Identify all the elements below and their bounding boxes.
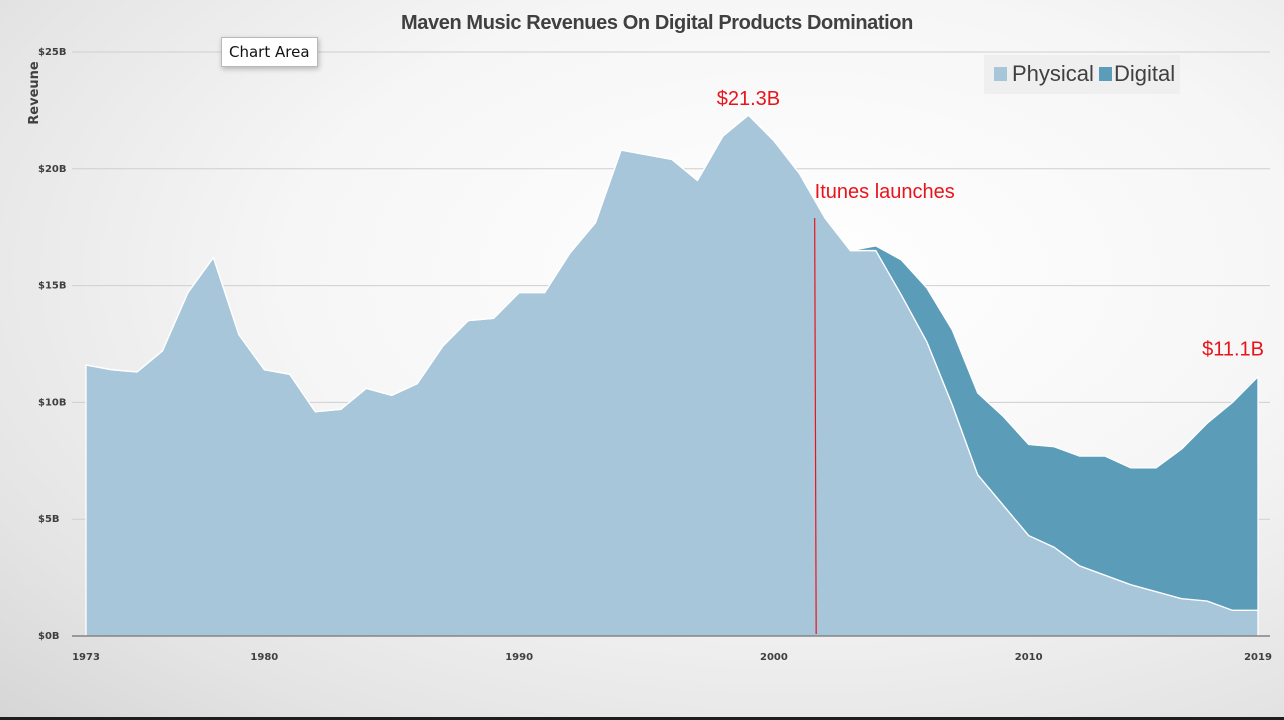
legend-swatch-digital	[1099, 67, 1112, 81]
x-axis-ticks: 1973 1980 1990 2000 2010 2019	[72, 652, 1272, 663]
itunes-launch-line	[814, 217, 817, 635]
chart-title: Maven Music Revenues On Digital Products…	[401, 12, 913, 34]
y-tick-label: $0B	[38, 631, 60, 642]
chart-area-tooltip: Chart Area	[221, 37, 318, 67]
itunes-marker	[814, 217, 817, 635]
legend[interactable]: Physical Digital	[984, 55, 1180, 94]
y-tick-label: $15B	[38, 281, 67, 292]
legend-swatch-physical	[994, 67, 1007, 81]
y-axis-ticks: $0B $5B $10B $15B $20B $25B	[38, 47, 67, 642]
x-tick-label: 2010	[1015, 652, 1043, 663]
x-tick-label: 1990	[505, 652, 533, 663]
y-tick-label: $20B	[38, 164, 67, 175]
y-tick-label: $5B	[38, 514, 60, 525]
annotation-peak-value: $21.3B	[717, 88, 780, 110]
legend-label-digital: Digital	[1114, 61, 1175, 86]
legend-label-physical: Physical	[1012, 61, 1094, 86]
y-tick-label: $25B	[38, 47, 67, 58]
area-series-digital	[85, 114, 1259, 611]
annotation-itunes-launches: Itunes launches	[815, 181, 955, 203]
legend-background	[984, 55, 1180, 94]
x-tick-label: 2000	[760, 652, 788, 663]
y-tick-label: $10B	[38, 397, 67, 408]
x-tick-label: 1980	[250, 652, 278, 663]
x-tick-label: 2019	[1244, 652, 1272, 663]
annotation-end-value: $11.1B	[1202, 339, 1264, 361]
annotations: $21.3B Itunes launches $11.1B	[717, 88, 1264, 361]
plot-areas	[85, 114, 1259, 637]
x-tick-label: 1973	[72, 652, 100, 663]
y-axis-label: Reveune	[27, 61, 42, 125]
